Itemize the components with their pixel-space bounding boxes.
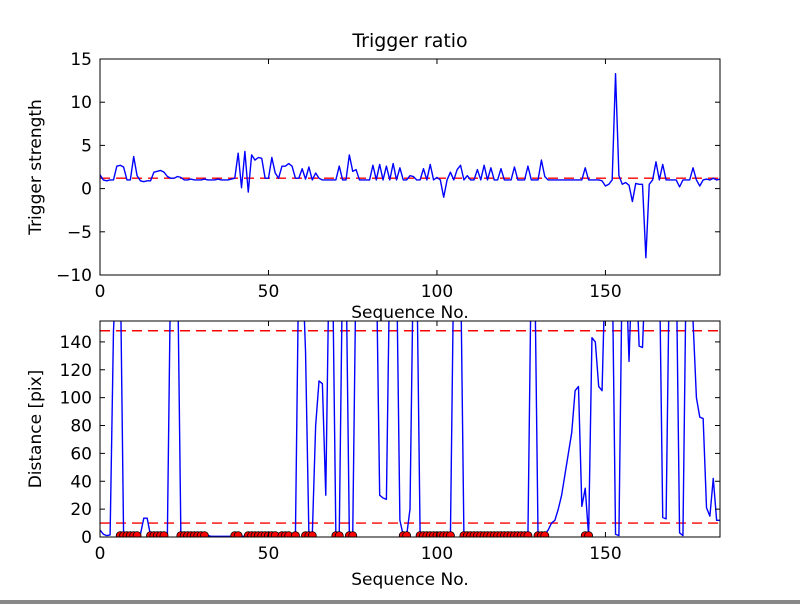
plot-trigger-ratio: 0 50 100 150 −10 −5 0 5 10 15: [56, 50, 721, 302]
plot-frame: [99, 58, 721, 276]
y-tick-label: 0: [81, 180, 92, 200]
trigger-point: [159, 531, 169, 537]
y-tick-label: 100: [60, 389, 92, 409]
top-ylabel: Trigger strength: [26, 99, 46, 236]
x-tick-label: 50: [258, 544, 280, 564]
x-tick-label: 0: [95, 282, 106, 302]
x-tick-label: 50: [258, 282, 280, 302]
y-tick-label: −5: [67, 223, 92, 243]
plot-frame: [99, 320, 721, 538]
trigger-strength-line: [100, 72, 720, 259]
y-tick-label: 15: [70, 50, 92, 70]
plot-distance: 0 50 100 150 0 20 40 60 80 100 120 140: [60, 320, 721, 564]
y-tick-label: 120: [60, 361, 92, 381]
trigger-point: [291, 531, 300, 537]
trigger-point: [200, 531, 209, 537]
x-tick-label: 150: [589, 282, 621, 302]
y-tick-label: 10: [70, 93, 92, 113]
y-tick-label: 0: [81, 528, 92, 548]
bottom-xlabel: Sequence No.: [351, 570, 468, 590]
y-tick-label: 5: [81, 136, 92, 156]
distance-line: [100, 321, 720, 537]
y-tick-label: 20: [70, 500, 92, 520]
x-tick-label: 150: [589, 544, 621, 564]
trigger-point: [446, 531, 455, 537]
trigger-point: [540, 531, 550, 537]
y-tick-label: 40: [70, 472, 92, 492]
top-xlabel: Sequence No.: [351, 303, 468, 323]
trigger-point: [233, 531, 243, 537]
x-tick-label: 0: [95, 544, 106, 564]
y-tick-label: 80: [70, 417, 92, 437]
trigger-point: [348, 531, 358, 537]
x-tick-label: 100: [421, 282, 453, 302]
y-tick-label: 140: [60, 333, 92, 353]
trigger-point: [402, 531, 412, 537]
trigger-point: [334, 531, 344, 537]
trigger-point: [132, 531, 142, 537]
trigger-point: [523, 531, 533, 537]
trigger-point: [307, 531, 317, 537]
bottom-ylabel: Distance [pix]: [26, 370, 46, 489]
chart-title: Trigger ratio: [351, 30, 467, 52]
y-tick-label: −10: [56, 266, 92, 286]
y-tick-label: 60: [70, 444, 92, 464]
trigger-point: [584, 531, 593, 537]
x-tick-label: 100: [421, 544, 453, 564]
